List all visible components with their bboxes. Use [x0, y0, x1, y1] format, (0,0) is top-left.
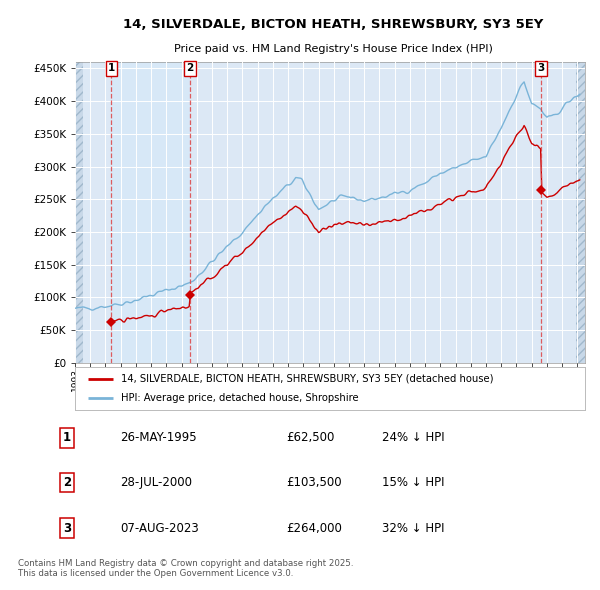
Text: 07-AUG-2023: 07-AUG-2023 [121, 522, 199, 535]
Text: 2: 2 [63, 476, 71, 489]
Text: 14, SILVERDALE, BICTON HEATH, SHREWSBURY, SY3 5EY: 14, SILVERDALE, BICTON HEATH, SHREWSBURY… [123, 18, 543, 31]
Text: 1: 1 [107, 64, 115, 73]
Text: 1: 1 [63, 431, 71, 444]
Text: £103,500: £103,500 [286, 476, 341, 489]
Text: £62,500: £62,500 [286, 431, 334, 444]
Text: 3: 3 [63, 522, 71, 535]
Text: 26-MAY-1995: 26-MAY-1995 [121, 431, 197, 444]
Text: Contains HM Land Registry data © Crown copyright and database right 2025.
This d: Contains HM Land Registry data © Crown c… [18, 559, 353, 578]
Text: 28-JUL-2000: 28-JUL-2000 [121, 476, 193, 489]
Text: HPI: Average price, detached house, Shropshire: HPI: Average price, detached house, Shro… [121, 394, 359, 404]
Text: 32% ↓ HPI: 32% ↓ HPI [382, 522, 445, 535]
Text: 15% ↓ HPI: 15% ↓ HPI [382, 476, 445, 489]
Text: £264,000: £264,000 [286, 522, 342, 535]
Text: 2: 2 [187, 64, 194, 73]
Text: 3: 3 [537, 64, 544, 73]
Text: Price paid vs. HM Land Registry's House Price Index (HPI): Price paid vs. HM Land Registry's House … [173, 44, 493, 54]
Text: 14, SILVERDALE, BICTON HEATH, SHREWSBURY, SY3 5EY (detached house): 14, SILVERDALE, BICTON HEATH, SHREWSBURY… [121, 373, 493, 384]
Text: 24% ↓ HPI: 24% ↓ HPI [382, 431, 445, 444]
